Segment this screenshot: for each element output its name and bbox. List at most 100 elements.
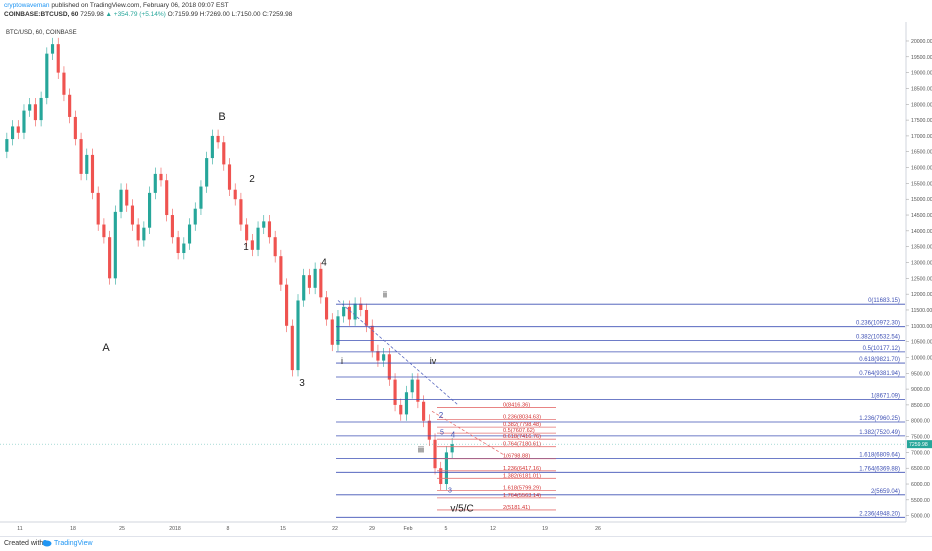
x-tick-label: 11 bbox=[17, 526, 22, 532]
candle-body bbox=[330, 319, 334, 345]
candle-body bbox=[342, 306, 346, 317]
candle-body bbox=[159, 173, 163, 181]
wave-label: 5 bbox=[440, 430, 444, 437]
y-tick-label: 7000.00 bbox=[911, 450, 930, 456]
candle-body bbox=[427, 420, 431, 440]
candle-body bbox=[148, 192, 152, 228]
candle-body bbox=[68, 94, 72, 117]
high-value: H:7269.00 bbox=[199, 11, 230, 18]
x-tick-label: 8 bbox=[227, 526, 230, 532]
y-tick-label: 12500.00 bbox=[911, 276, 932, 282]
trend-line-blue bbox=[337, 300, 459, 406]
candle-body bbox=[182, 243, 186, 254]
fib-red-label: 1.236(6417.16) bbox=[503, 466, 541, 472]
fib-blue-label: 0(11683.15) bbox=[868, 298, 900, 304]
x-tick-label: Feb bbox=[404, 526, 413, 532]
candle-body bbox=[119, 189, 123, 212]
candle-body bbox=[170, 215, 174, 238]
y-tick-label: 6500.00 bbox=[911, 466, 930, 472]
candle-body bbox=[102, 224, 106, 238]
candle-body bbox=[319, 268, 323, 298]
candle-body bbox=[273, 237, 277, 257]
created-with-text: Created with bbox=[4, 540, 44, 547]
fib-red-label: 0.5(7607.62) bbox=[503, 428, 535, 434]
candle-body bbox=[5, 139, 9, 152]
candle-body bbox=[96, 192, 100, 225]
y-tick-label: 11000.00 bbox=[911, 324, 932, 330]
author-link[interactable]: cryptowaveman bbox=[4, 2, 50, 9]
fib-blue-label: 1(8671.09) bbox=[871, 393, 900, 399]
candle-body bbox=[233, 189, 237, 200]
fib-blue-label: 1.764(6369.88) bbox=[859, 466, 900, 472]
x-tick-label: 22 bbox=[332, 526, 338, 532]
candle-body bbox=[239, 199, 243, 225]
x-tick-label: 18 bbox=[70, 526, 76, 532]
candle-body bbox=[222, 142, 226, 165]
candle-body bbox=[410, 379, 414, 393]
fib-blue-label: 0.618(9821.70) bbox=[859, 357, 900, 363]
publish-line: cryptowaveman published on TradingView.c… bbox=[4, 2, 229, 9]
candle-body bbox=[450, 444, 454, 453]
wave-label: 2 bbox=[249, 174, 255, 185]
candle-body bbox=[285, 284, 289, 326]
y-tick-label: 19000.00 bbox=[911, 71, 932, 77]
y-tick-label: 14500.00 bbox=[911, 213, 932, 219]
fib-blue-label: 0.5(10177.12) bbox=[863, 346, 900, 352]
candle-body bbox=[336, 316, 340, 345]
fib-red-label: 0.236(8034.63) bbox=[503, 415, 541, 421]
candle-body bbox=[422, 401, 426, 421]
candle-body bbox=[393, 379, 397, 405]
candle-body bbox=[187, 224, 192, 244]
x-tick-label: 25 bbox=[119, 526, 125, 532]
fib-blue-label: 0.764(9381.94) bbox=[859, 371, 900, 377]
fib-red-label: 0.618(7416.76) bbox=[503, 434, 541, 440]
candle-body bbox=[153, 173, 157, 193]
y-tick-label: 7500.00 bbox=[911, 435, 930, 441]
fib-blue-label: 2(5659.04) bbox=[871, 489, 900, 495]
tradingview-brand[interactable]: TradingView bbox=[54, 540, 93, 547]
fib-red-label: 0.764(7180.61) bbox=[503, 442, 541, 448]
candle-body bbox=[416, 379, 420, 402]
candle-body bbox=[33, 104, 37, 121]
chart-background bbox=[0, 22, 932, 536]
candle-body bbox=[227, 164, 232, 190]
fib-blue-label: 1.618(6809.64) bbox=[859, 452, 900, 458]
wave-label: 3 bbox=[448, 487, 452, 494]
x-tick-label: 12 bbox=[490, 526, 496, 532]
candle-body bbox=[370, 325, 374, 352]
wave-label: v/5/C bbox=[450, 504, 473, 515]
candle-body bbox=[113, 211, 117, 279]
candle-body bbox=[439, 468, 443, 485]
candle-body bbox=[307, 275, 311, 288]
candle-body bbox=[125, 189, 129, 206]
fib-blue-label: 1.236(7960.25) bbox=[859, 416, 900, 422]
fib-red-label: 1.382(6181.01) bbox=[503, 473, 541, 479]
x-tick-label: 2018 bbox=[169, 526, 181, 532]
y-tick-label: 12000.00 bbox=[911, 292, 932, 298]
candle-body bbox=[324, 297, 329, 320]
y-tick-label: 15000.00 bbox=[911, 197, 932, 203]
candle-body bbox=[353, 303, 357, 320]
fib-red-label: 2(5181.41) bbox=[503, 505, 530, 511]
y-tick-label: 17000.00 bbox=[911, 134, 932, 140]
wave-label: 1 bbox=[243, 242, 249, 253]
candle-body bbox=[165, 180, 169, 216]
symbol-label: COINBASE:BTCUSD, 60 bbox=[4, 11, 79, 18]
y-tick-label: 9000.00 bbox=[911, 387, 930, 393]
trend-line-red bbox=[431, 410, 506, 456]
y-tick-label: 8500.00 bbox=[911, 403, 930, 409]
y-tick-label: 18000.00 bbox=[911, 102, 932, 108]
candle-body bbox=[79, 139, 83, 174]
x-tick-label: 19 bbox=[542, 526, 548, 532]
price-chart[interactable]: BTC/USD, 60, COINBASE20000.0019500.00190… bbox=[0, 22, 932, 536]
wave-label: B bbox=[218, 111, 225, 123]
x-tick-label: 5 bbox=[445, 526, 448, 532]
y-tick-label: 13000.00 bbox=[911, 261, 932, 267]
y-tick-label: 16000.00 bbox=[911, 166, 932, 172]
y-tick-label: 20000.00 bbox=[911, 39, 932, 45]
open-value: O:7159.99 bbox=[167, 11, 198, 18]
wave-label: i bbox=[341, 356, 343, 366]
candle-body bbox=[290, 325, 294, 371]
candle-body bbox=[50, 44, 55, 54]
candle-body bbox=[130, 205, 135, 225]
